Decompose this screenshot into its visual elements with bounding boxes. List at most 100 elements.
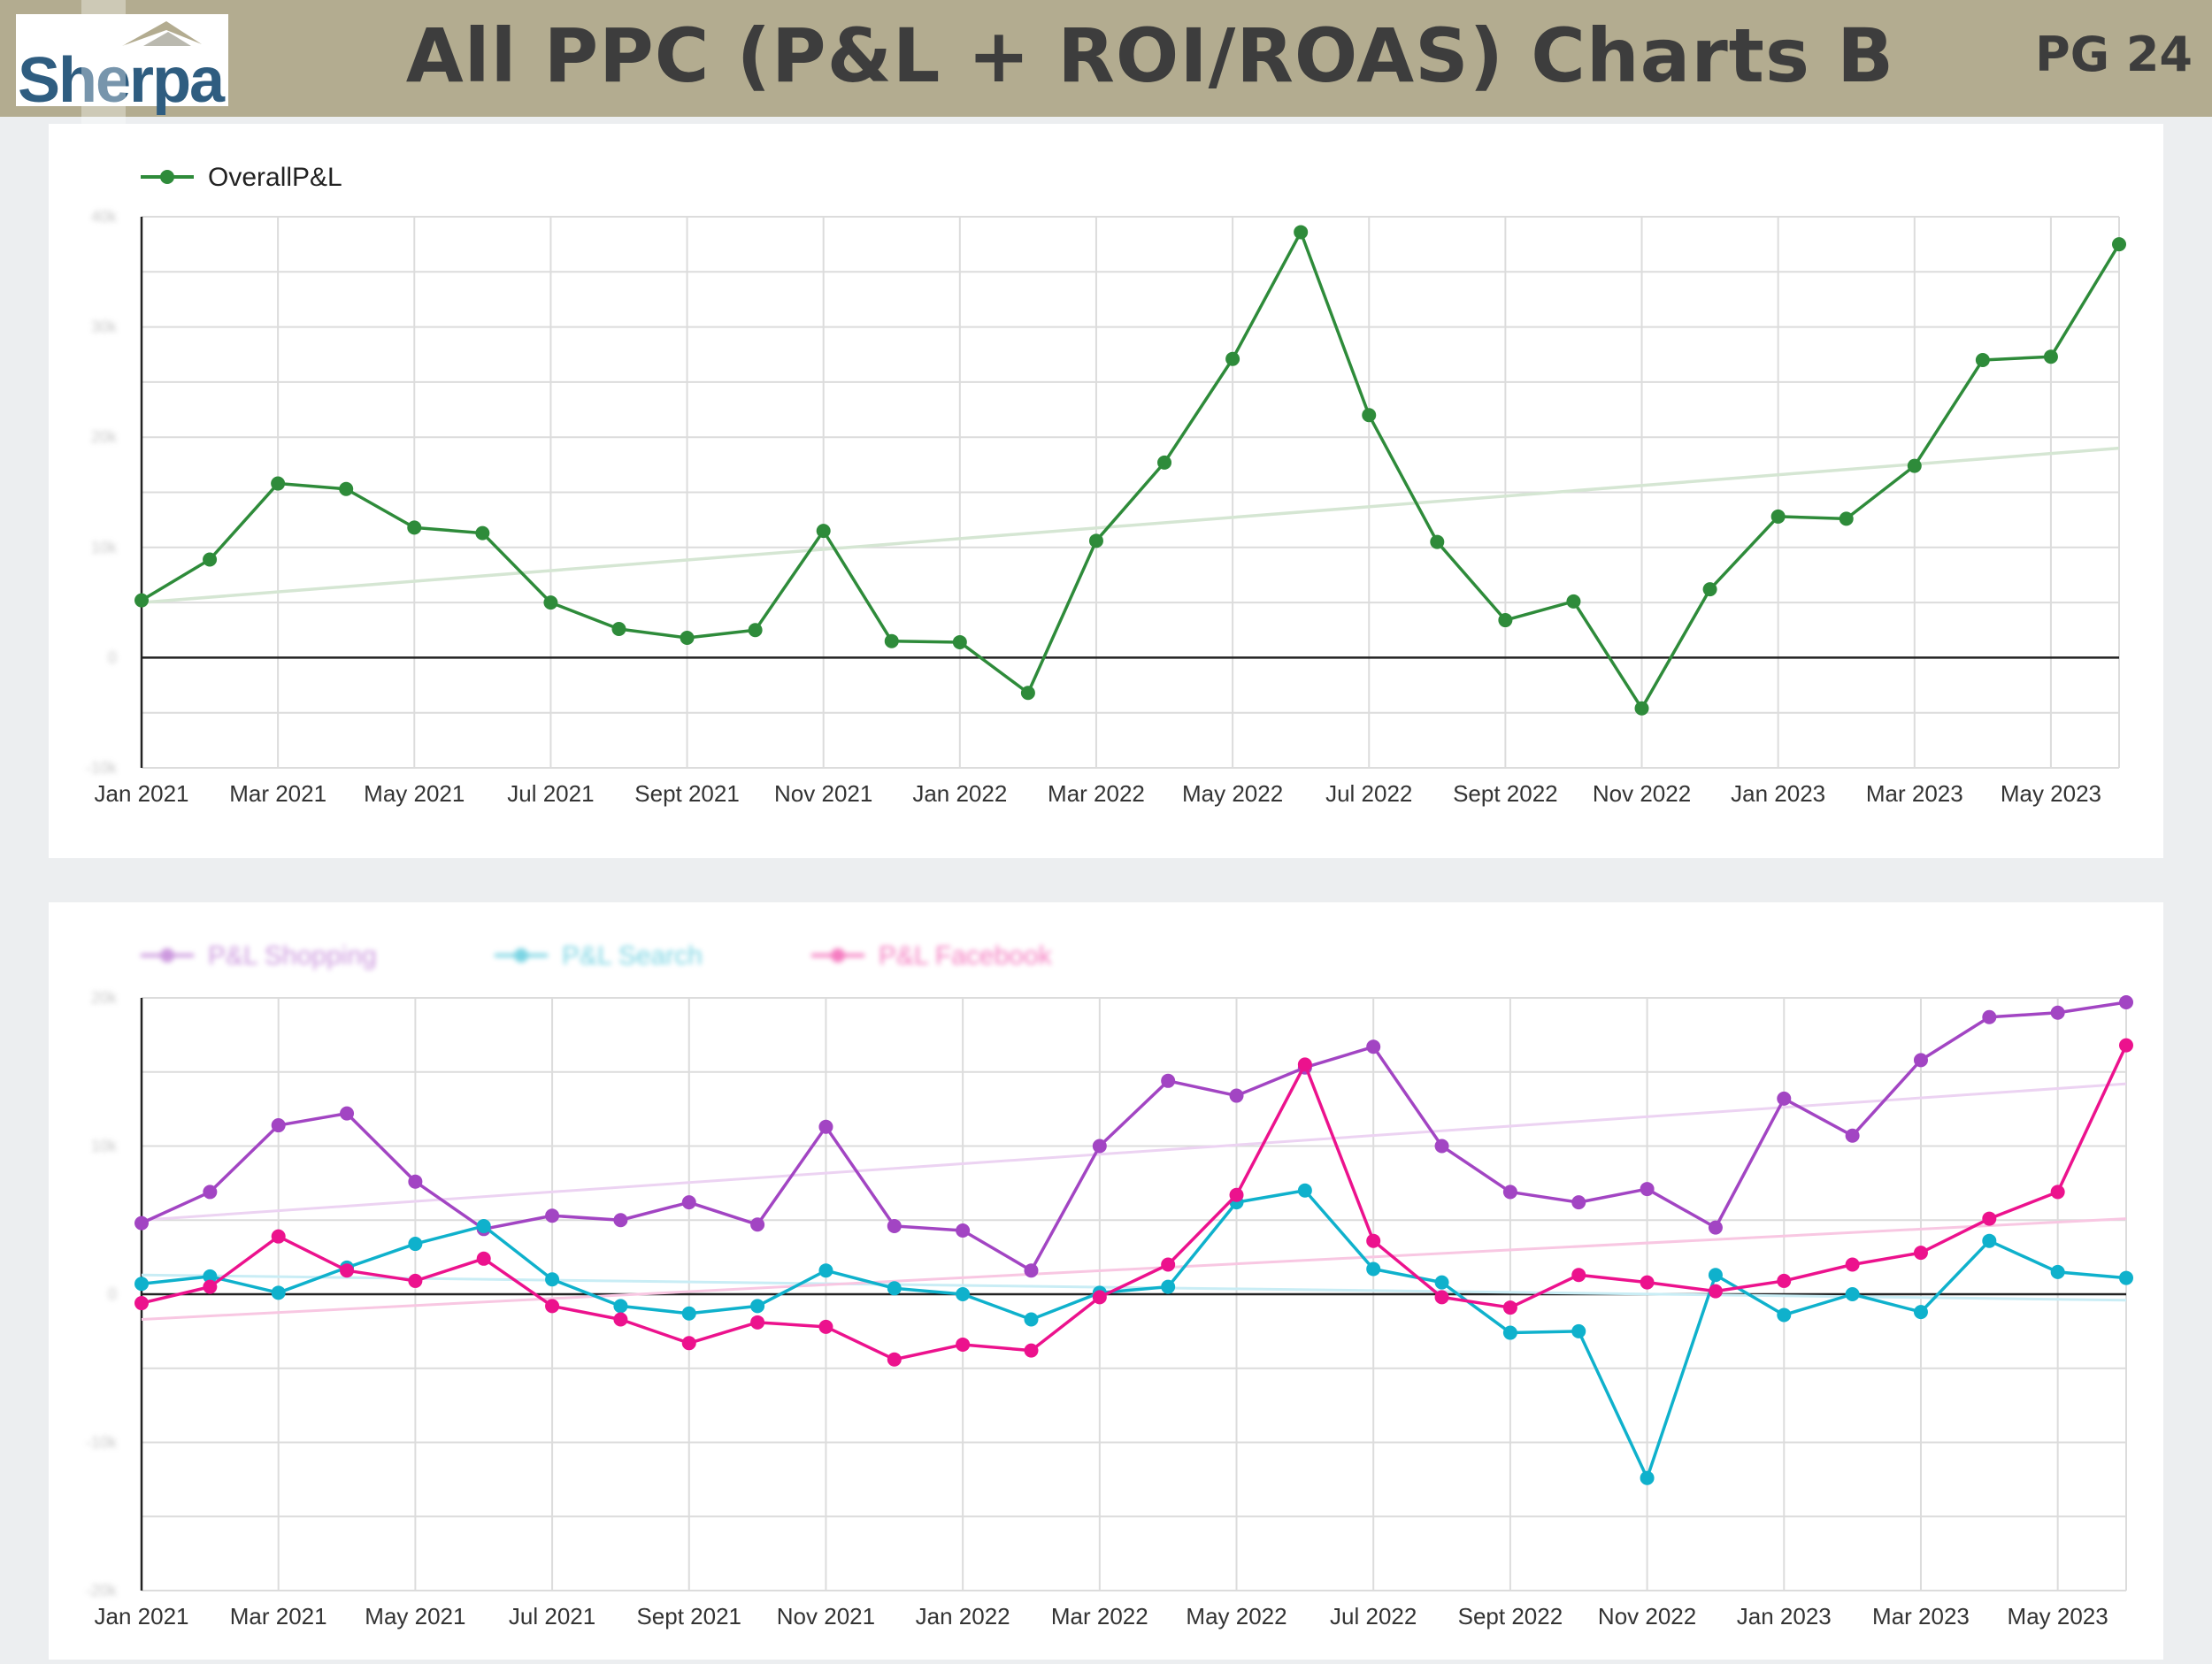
data-point [1640, 1470, 1655, 1485]
data-point [340, 1263, 355, 1278]
data-point [1297, 1057, 1312, 1072]
x-tick-label: Nov 2022 [1593, 780, 1691, 807]
x-tick-label: Sept 2022 [1453, 780, 1558, 807]
x-tick-label: Mar 2021 [230, 1603, 327, 1629]
data-point [1913, 1246, 1928, 1261]
data-point [1571, 1323, 1586, 1338]
data-point [1913, 1305, 1928, 1320]
data-point [1571, 1195, 1586, 1210]
x-tick-label: Jan 2022 [916, 1603, 1010, 1629]
x-tick-label: May 2023 [2008, 1603, 2108, 1629]
data-point [1975, 352, 1990, 367]
page-number: PG 24 [2035, 27, 2193, 82]
data-point [1777, 1307, 1792, 1323]
data-point [1502, 1325, 1517, 1340]
legend-label: P&L Facebook [879, 941, 1053, 970]
data-point [1907, 458, 1922, 473]
data-point [271, 1285, 286, 1300]
y-tick-label: 10k [91, 1138, 118, 1155]
data-point [1024, 1312, 1039, 1327]
data-point [1640, 1275, 1655, 1290]
data-point [681, 1306, 696, 1321]
y-tick-label: 20k [91, 989, 118, 1007]
data-point [1982, 1233, 1997, 1248]
data-point [818, 1263, 833, 1278]
data-point [1770, 509, 1786, 524]
data-point [1839, 511, 1854, 526]
data-point [1092, 1290, 1107, 1305]
data-point [1777, 1273, 1792, 1288]
data-point [2112, 237, 2126, 252]
data-point [134, 1277, 149, 1292]
data-point [1020, 686, 1035, 701]
data-point [203, 1269, 218, 1284]
data-point [1708, 1284, 1723, 1299]
data-point [2050, 1264, 2065, 1279]
data-point [1229, 1187, 1244, 1202]
data-point [748, 623, 763, 638]
data-point [680, 630, 695, 645]
legend-item: P&L Search [495, 941, 703, 970]
data-point [1024, 1263, 1039, 1278]
x-tick-label: Jan 2021 [95, 1603, 189, 1629]
data-point [1708, 1268, 1723, 1283]
data-point [407, 520, 422, 535]
x-tick-label: Jan 2022 [912, 780, 1007, 807]
x-tick-label: Mar 2022 [1048, 780, 1145, 807]
data-point [1571, 1268, 1586, 1283]
x-tick-label: Jul 2021 [509, 1603, 595, 1629]
data-point [543, 595, 558, 610]
trend-line [141, 1273, 2127, 1302]
data-point [1913, 1053, 1928, 1068]
data-point [1088, 533, 1103, 548]
data-point [1777, 1091, 1792, 1106]
trend-line [141, 446, 2120, 604]
x-tick-label: Jan 2021 [95, 780, 189, 807]
data-point [884, 633, 899, 648]
data-point [545, 1272, 560, 1287]
x-tick-label: Jan 2023 [1731, 780, 1825, 807]
data-point [2050, 1185, 2065, 1200]
data-point [956, 1337, 971, 1352]
data-point [1498, 613, 1513, 628]
data-point [816, 524, 831, 539]
data-point [339, 481, 354, 496]
data-point [1845, 1128, 1860, 1143]
data-point [2043, 349, 2058, 364]
data-point [613, 1312, 628, 1327]
data-point [681, 1336, 696, 1351]
data-point [952, 634, 967, 649]
data-point [408, 1237, 423, 1252]
data-point [750, 1217, 765, 1232]
y-tick-label: 20k [91, 428, 118, 446]
data-point [2050, 1005, 2065, 1020]
data-point [1229, 1088, 1244, 1103]
page-header: Sherpa All PPC (P&L + ROI/ROAS) Charts B… [0, 0, 2212, 124]
data-point [203, 1185, 218, 1200]
data-point [1157, 455, 1172, 470]
series-line [141, 1001, 2127, 1272]
data-point [1502, 1300, 1517, 1315]
data-point [1225, 351, 1240, 366]
y-tick-label: -10k [86, 1434, 118, 1452]
page-title: All PPC (P&L + ROI/ROAS) Charts B [405, 12, 1895, 99]
data-point [340, 1106, 355, 1121]
legend-item: OverallP&L [141, 163, 342, 192]
data-point [1366, 1039, 1381, 1054]
data-point [476, 1218, 491, 1233]
data-point [134, 593, 149, 608]
data-point [681, 1195, 696, 1210]
data-point [887, 1352, 902, 1367]
data-point [2119, 1270, 2133, 1285]
data-point [1161, 1257, 1176, 1272]
x-tick-label: May 2022 [1186, 1603, 1286, 1629]
data-point [408, 1174, 423, 1189]
x-tick-label: Mar 2023 [1872, 1603, 1970, 1629]
data-point [271, 1118, 286, 1133]
x-tick-label: Jul 2021 [507, 780, 594, 807]
data-point [271, 1229, 286, 1244]
data-point [1294, 225, 1309, 240]
data-point [613, 1213, 628, 1228]
data-point [1845, 1287, 1860, 1301]
y-tick-label: 30k [91, 318, 118, 336]
